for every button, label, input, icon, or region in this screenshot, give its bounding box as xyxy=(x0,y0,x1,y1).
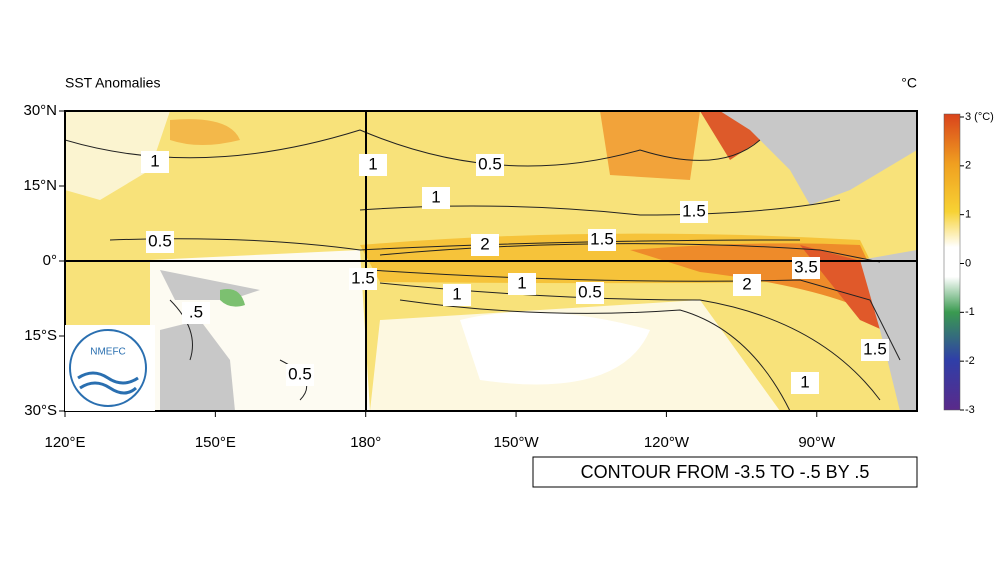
lat-label: 0° xyxy=(43,252,57,269)
contour-label-bg xyxy=(680,201,708,223)
contour-label: 3.5 xyxy=(794,257,818,276)
lat-label: 15°N xyxy=(23,177,57,194)
colorbar-label: -2 xyxy=(965,355,975,367)
lat-label: 15°S xyxy=(24,327,57,344)
contour-label-bg xyxy=(471,234,499,256)
contour-label-bg xyxy=(733,274,761,296)
colorbar-label: -3 xyxy=(965,404,975,416)
map-title: SST Anomalies xyxy=(65,75,160,91)
contour-label-bg xyxy=(443,284,471,306)
contour-label: 1.5 xyxy=(682,201,706,220)
colorbar-label: -1 xyxy=(965,306,975,318)
lat-label: 30°S xyxy=(24,402,57,419)
contour-label-bg xyxy=(349,268,377,290)
contour-label-bg xyxy=(146,231,174,253)
contour-label: 1.5 xyxy=(863,339,887,358)
contour-label: .5 xyxy=(189,302,203,321)
contour-label: 1 xyxy=(431,187,440,206)
contour-label: 1 xyxy=(368,154,377,173)
colorbar-label: 1 xyxy=(965,209,971,221)
colorbar-label: 0 xyxy=(965,257,971,269)
contour-label-bg xyxy=(588,229,616,251)
contour-label-bg xyxy=(508,273,536,295)
contour-label: 1 xyxy=(452,284,461,303)
colorbar xyxy=(943,113,961,411)
contour-label-bg xyxy=(861,339,889,361)
contour-label: 1.5 xyxy=(351,268,375,287)
lon-label: 150°E xyxy=(195,434,236,451)
lon-label: 120°W xyxy=(644,434,690,451)
lon-label: 180° xyxy=(350,434,381,451)
contour-label: 1 xyxy=(800,372,809,391)
unit-label: °C xyxy=(901,75,917,91)
logo-text: NMEFC xyxy=(90,347,126,358)
contour-label-bg xyxy=(182,302,210,324)
contour-label: 1.5 xyxy=(590,229,614,248)
contour-label-bg xyxy=(792,257,820,279)
logo: NMEFC xyxy=(65,325,155,411)
contour-label-bg xyxy=(576,282,604,304)
contour-label: 0.5 xyxy=(578,282,602,301)
contour-label: 1 xyxy=(517,273,526,292)
contour-label: 0.5 xyxy=(288,364,312,383)
lat-label: 30°N xyxy=(23,102,57,119)
contour-label-bg xyxy=(791,372,819,394)
contour-label-bg xyxy=(286,364,314,386)
colorbar-label: 3 (°C) xyxy=(965,111,994,123)
lon-label: 90°W xyxy=(798,434,836,451)
lon-label: 150°W xyxy=(493,434,539,451)
contour-label-bg xyxy=(422,187,450,209)
contour-label-bg xyxy=(359,154,387,176)
contour-label-bg xyxy=(141,151,169,173)
contour-label: 0.5 xyxy=(148,231,172,250)
contour-label: 2 xyxy=(742,274,751,293)
colorbar-label: 2 xyxy=(965,160,971,172)
contour-label: 2 xyxy=(480,234,489,253)
contour-label: 1 xyxy=(150,151,159,170)
contour-label-bg xyxy=(476,154,504,176)
lon-label: 120°E xyxy=(44,434,85,451)
footer-box xyxy=(532,456,918,488)
contour-label: 0.5 xyxy=(478,154,502,173)
footer-text: CONTOUR FROM -3.5 TO -.5 BY .5 xyxy=(581,462,870,482)
